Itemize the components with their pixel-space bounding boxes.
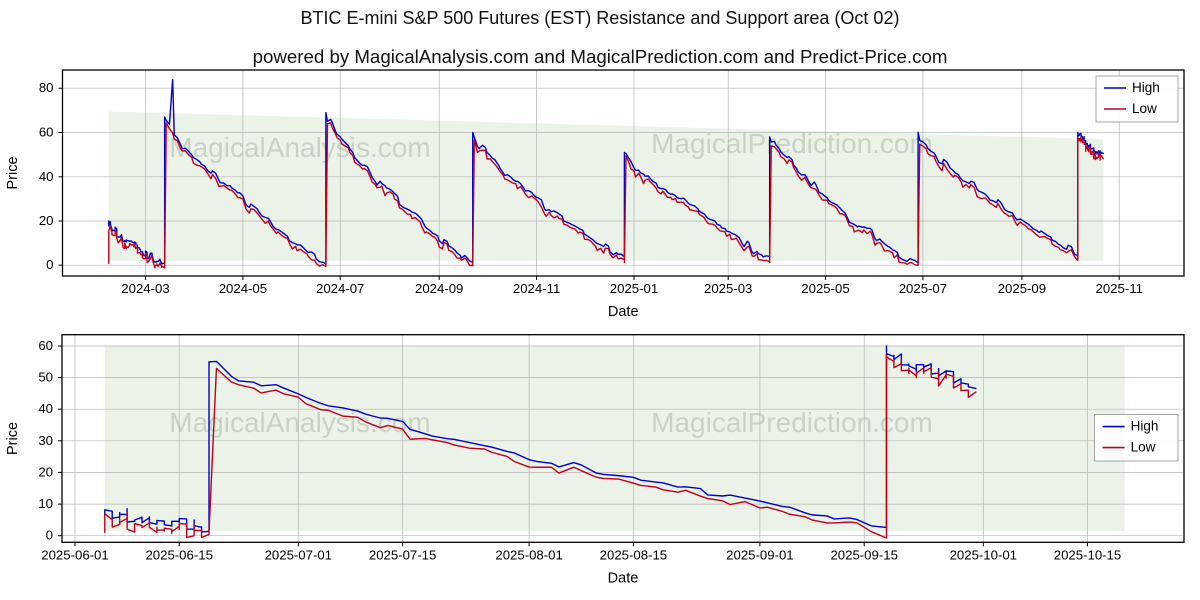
- svg-text:2025-07-01: 2025-07-01: [265, 547, 332, 562]
- svg-text:High: High: [1131, 419, 1159, 434]
- svg-text:2025-06-01: 2025-06-01: [41, 547, 108, 562]
- svg-text:Price: Price: [5, 422, 21, 455]
- svg-text:2025-07-15: 2025-07-15: [369, 547, 436, 562]
- svg-text:2025-10-15: 2025-10-15: [1054, 547, 1121, 562]
- svg-text:30: 30: [38, 433, 53, 448]
- svg-text:2025-09-15: 2025-09-15: [830, 547, 897, 562]
- svg-text:20: 20: [38, 464, 53, 479]
- svg-text:2025-08-01: 2025-08-01: [495, 547, 562, 562]
- svg-text:40: 40: [38, 401, 53, 416]
- svg-text:2025-08-15: 2025-08-15: [600, 547, 667, 562]
- svg-text:2025-06-15: 2025-06-15: [145, 547, 212, 562]
- svg-text:2025-10-01: 2025-10-01: [950, 547, 1017, 562]
- svg-text:0: 0: [46, 528, 53, 543]
- svg-text:MagicalPrediction.com: MagicalPrediction.com: [651, 407, 933, 438]
- svg-text:Low: Low: [1131, 440, 1156, 455]
- svg-text:50: 50: [38, 370, 53, 385]
- svg-text:2025-09-01: 2025-09-01: [726, 547, 793, 562]
- svg-text:Date: Date: [608, 570, 639, 586]
- svg-text:10: 10: [38, 496, 53, 511]
- svg-text:60: 60: [38, 338, 53, 353]
